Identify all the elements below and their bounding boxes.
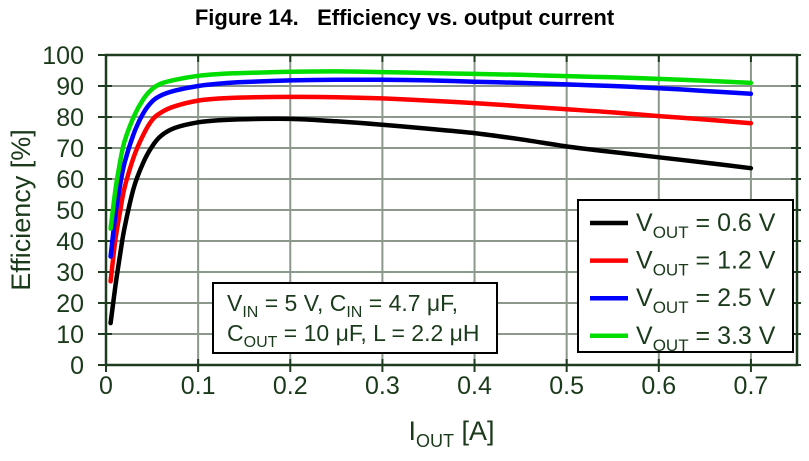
y-tick-label-20: 20 [56,290,84,318]
legend-item-vout-1-2-v: VOUT = 1.2 V [590,247,776,280]
x-tick-label-0.3: 0.3 [365,372,400,400]
curve-vout-2-5-v [108,77,754,259]
conditions-box-frame [212,282,498,354]
legend-label-vout-0-6-v-subscript: OUT [653,223,689,242]
x-axis-label-text: [A] [454,416,495,446]
legend-item-vout-0-6-v: VOUT = 0.6 V [590,209,776,242]
y-tick-label-40: 40 [56,228,84,256]
x-axis-label-text: I [408,416,416,446]
y-tick-label-30: 30 [56,259,84,287]
legend-frame [577,199,794,353]
legend-label-vout-1-2-v-text: = 1.2 V [689,247,776,275]
conditions-line-1-text: = 4.7 μF, [362,290,458,316]
conditions-line-1-subscript: IN [346,304,362,321]
curve-vout-0-6-v [108,116,754,326]
legend-label-vout-1-2-v-subscript: OUT [653,261,689,280]
legend-label-vout-3-3-v: VOUT = 3.3 V [636,322,776,355]
conditions-line-1-subscript: IN [242,304,258,321]
conditions-line-1-text: = 5 V, C [258,290,346,316]
conditions-line-2-text: C [227,320,244,346]
y-tick-label-0: 0 [70,352,84,380]
legend-label-vout-2-5-v-text: V [636,284,653,312]
conditions-line-2-text: = 10 μF, L = 2.2 μH [277,320,479,346]
x-axis-label: IOUT [A] [408,416,494,451]
x-tick-label-0.5: 0.5 [549,372,584,400]
legend-item-vout-3-3-v: VOUT = 3.3 V [590,322,776,355]
x-tick-label-0.7: 0.7 [734,372,769,400]
legend-label-vout-3-3-v-text: V [636,322,653,350]
curve-vout-3-3-v [108,69,754,231]
legend-label-vout-0-6-v-text: V [636,209,653,237]
conditions-box: VIN = 5 V, CIN = 4.7 μF,COUT = 10 μF, L … [212,282,498,354]
conditions-line-2-subscript: OUT [244,334,278,351]
curves [108,69,754,326]
legend-label-vout-3-3-v-subscript: OUT [653,336,689,355]
conditions-line-1-text: V [227,290,243,316]
y-tick-label-70: 70 [56,135,84,163]
x-tick-label-0.1: 0.1 [181,372,216,400]
y-tick-label-10: 10 [56,321,84,349]
legend-label-vout-3-3-v-text: = 3.3 V [689,322,776,350]
x-tick-label-0.2: 0.2 [273,372,308,400]
conditions-line-2: COUT = 10 μF, L = 2.2 μH [227,320,480,351]
curve-vout-1-2-v [108,94,754,284]
y-tick-label-50: 50 [56,197,84,225]
chart-title: Figure 14. Efficiency vs. output current [194,5,615,30]
legend-label-vout-2-5-v-text: = 2.5 V [689,284,776,312]
legend-label-vout-2-5-v: VOUT = 2.5 V [636,284,776,317]
x-tick-label-0.6: 0.6 [641,372,676,400]
y-axis-label-text: Efficiency [%] [6,129,36,291]
y-tick-label-80: 80 [56,104,84,132]
legend-label-vout-1-2-v-text: V [636,247,653,275]
legend-label-vout-2-5-v-subscript: OUT [653,298,689,317]
legend-label-vout-1-2-v: VOUT = 1.2 V [636,247,776,280]
x-tick-label-0: 0 [99,372,113,400]
y-tick-label-90: 90 [56,73,84,101]
tick-marks [98,54,801,372]
y-tick-labels: 0 10 20 30 40 50 60 70 80 90 100 [42,42,84,380]
y-tick-label-100: 100 [42,42,84,70]
y-axis-label: Efficiency [%] [6,129,36,291]
legend-label-vout-0-6-v: VOUT = 0.6 V [636,209,776,242]
conditions-line-1: VIN = 5 V, CIN = 4.7 μF, [227,290,458,321]
x-tick-labels: 0 0.1 0.2 0.3 0.4 0.5 0.6 0.7 [99,372,768,400]
x-axis-label-subscript: OUT [416,431,454,451]
y-tick-label-60: 60 [56,166,84,194]
legend-label-vout-0-6-v-text: = 0.6 V [689,209,776,237]
legend-item-vout-2-5-v: VOUT = 2.5 V [590,284,776,317]
x-tick-label-0.4: 0.4 [457,372,492,400]
